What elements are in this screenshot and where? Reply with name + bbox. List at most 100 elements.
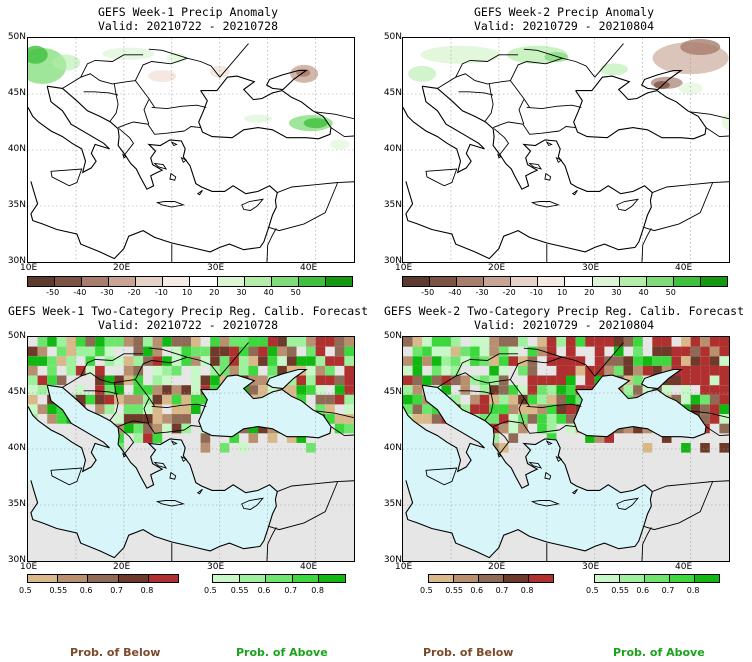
probability-cell xyxy=(412,385,423,395)
colorbar-tick-label: 0.6 xyxy=(79,586,93,595)
country-border xyxy=(652,481,713,493)
colorbar-swatch xyxy=(298,277,326,286)
anomaly-shading xyxy=(408,65,437,82)
probability-cell xyxy=(498,414,509,424)
probability-cell xyxy=(344,404,354,414)
probability-cell xyxy=(334,356,345,366)
probability-cell xyxy=(719,443,729,453)
probability-cell xyxy=(315,365,326,376)
probability-cell xyxy=(585,337,595,347)
probability-cell xyxy=(460,385,471,395)
probability-cell xyxy=(556,356,566,366)
lat-label: 50N xyxy=(383,331,402,341)
probability-cell xyxy=(171,385,182,395)
probability-cell xyxy=(700,443,710,453)
probability-map xyxy=(27,336,355,562)
probability-cell xyxy=(575,394,586,405)
probability-cell xyxy=(566,365,576,376)
probability-cell xyxy=(152,394,163,405)
probability-cell xyxy=(700,346,710,357)
colorbar-swatch xyxy=(457,277,485,286)
sea-area xyxy=(198,375,331,438)
island-outline xyxy=(616,198,640,211)
probability-cell xyxy=(181,337,191,347)
probability-cell xyxy=(623,337,634,347)
probability-cell xyxy=(325,337,335,347)
country-border xyxy=(148,48,188,59)
country-border xyxy=(62,356,221,388)
probability-cell xyxy=(441,365,451,376)
colorbar-tick-label: 40 xyxy=(263,288,274,297)
probability-cell xyxy=(95,346,105,357)
colorbar-tick-label: 0.7 xyxy=(110,586,123,595)
probability-cell xyxy=(229,346,239,357)
country-border xyxy=(510,80,530,108)
island-outline xyxy=(170,440,178,446)
probability-cell xyxy=(162,423,172,434)
probability-cell xyxy=(28,356,38,366)
colorbar-swatch xyxy=(28,277,56,286)
colorbar-swatch xyxy=(244,277,272,286)
probability-cell xyxy=(719,404,729,414)
probability-cell xyxy=(133,337,144,347)
colorbar-tick-label: -10 xyxy=(154,288,168,297)
country-border xyxy=(518,398,525,424)
probability-cell xyxy=(556,404,566,414)
probability-cell xyxy=(306,337,316,347)
probability-cell xyxy=(681,375,691,386)
country-border xyxy=(643,480,729,531)
lat-label: 50N xyxy=(7,331,26,341)
probability-cell xyxy=(238,346,249,357)
probability-cell xyxy=(286,365,297,376)
probability-cell xyxy=(229,365,239,376)
probability-cell xyxy=(709,414,720,424)
probability-cell xyxy=(489,346,499,357)
probability-cell xyxy=(566,394,576,405)
probability-cell xyxy=(200,433,211,443)
probability-cell xyxy=(652,356,662,366)
panel-week1-anomaly: GEFS Week-1 Precip Anomaly Valid: 202107… xyxy=(0,0,376,300)
probability-cell xyxy=(690,375,701,386)
probability-cell xyxy=(114,375,124,386)
country-border xyxy=(594,43,624,78)
island-outline xyxy=(241,497,265,510)
colorbar-tick-label: 0.5 xyxy=(420,586,433,595)
probability-cell xyxy=(143,414,153,424)
probability-cell xyxy=(28,346,38,357)
probability-cell xyxy=(325,375,335,386)
panel-week2-anomaly: GEFS Week-2 Precip Anomaly Valid: 202107… xyxy=(376,0,752,300)
colorbar-tick-label: 50 xyxy=(290,288,301,297)
probability-cell xyxy=(133,375,144,386)
probability-cell xyxy=(489,385,499,395)
probability-cell xyxy=(681,443,691,453)
probability-cell xyxy=(267,433,278,443)
probability-cell xyxy=(248,356,259,366)
colorbar-swatch xyxy=(118,575,149,582)
anomaly-map xyxy=(27,37,355,263)
probability-cell xyxy=(690,356,701,366)
probability-cell xyxy=(681,394,691,405)
probability-cell xyxy=(537,337,547,347)
probability-cell xyxy=(431,337,442,347)
colorbar-swatch xyxy=(319,575,345,582)
probability-cell xyxy=(114,414,124,424)
probability-cell xyxy=(537,375,547,386)
probability-cell xyxy=(537,346,547,357)
probability-cell xyxy=(709,375,720,386)
country-border xyxy=(62,57,221,89)
colorbar-tick-label: 0.6 xyxy=(470,586,484,595)
probability-cell xyxy=(460,404,471,414)
probability-cell xyxy=(633,385,643,395)
colorbar-tick-label: 0.7 xyxy=(661,586,675,595)
lon-label: 30E xyxy=(582,263,600,273)
probability-cell xyxy=(95,385,105,395)
probability-cell xyxy=(286,346,297,357)
country-border xyxy=(143,99,150,125)
probability-cell xyxy=(306,346,316,357)
island-outline xyxy=(571,488,578,495)
colorbar-swatch xyxy=(430,277,458,286)
country-border xyxy=(80,353,144,377)
probability-cell xyxy=(556,337,566,347)
prob-below-label: Prob. of Below xyxy=(423,646,514,659)
probability-cell xyxy=(181,346,191,357)
